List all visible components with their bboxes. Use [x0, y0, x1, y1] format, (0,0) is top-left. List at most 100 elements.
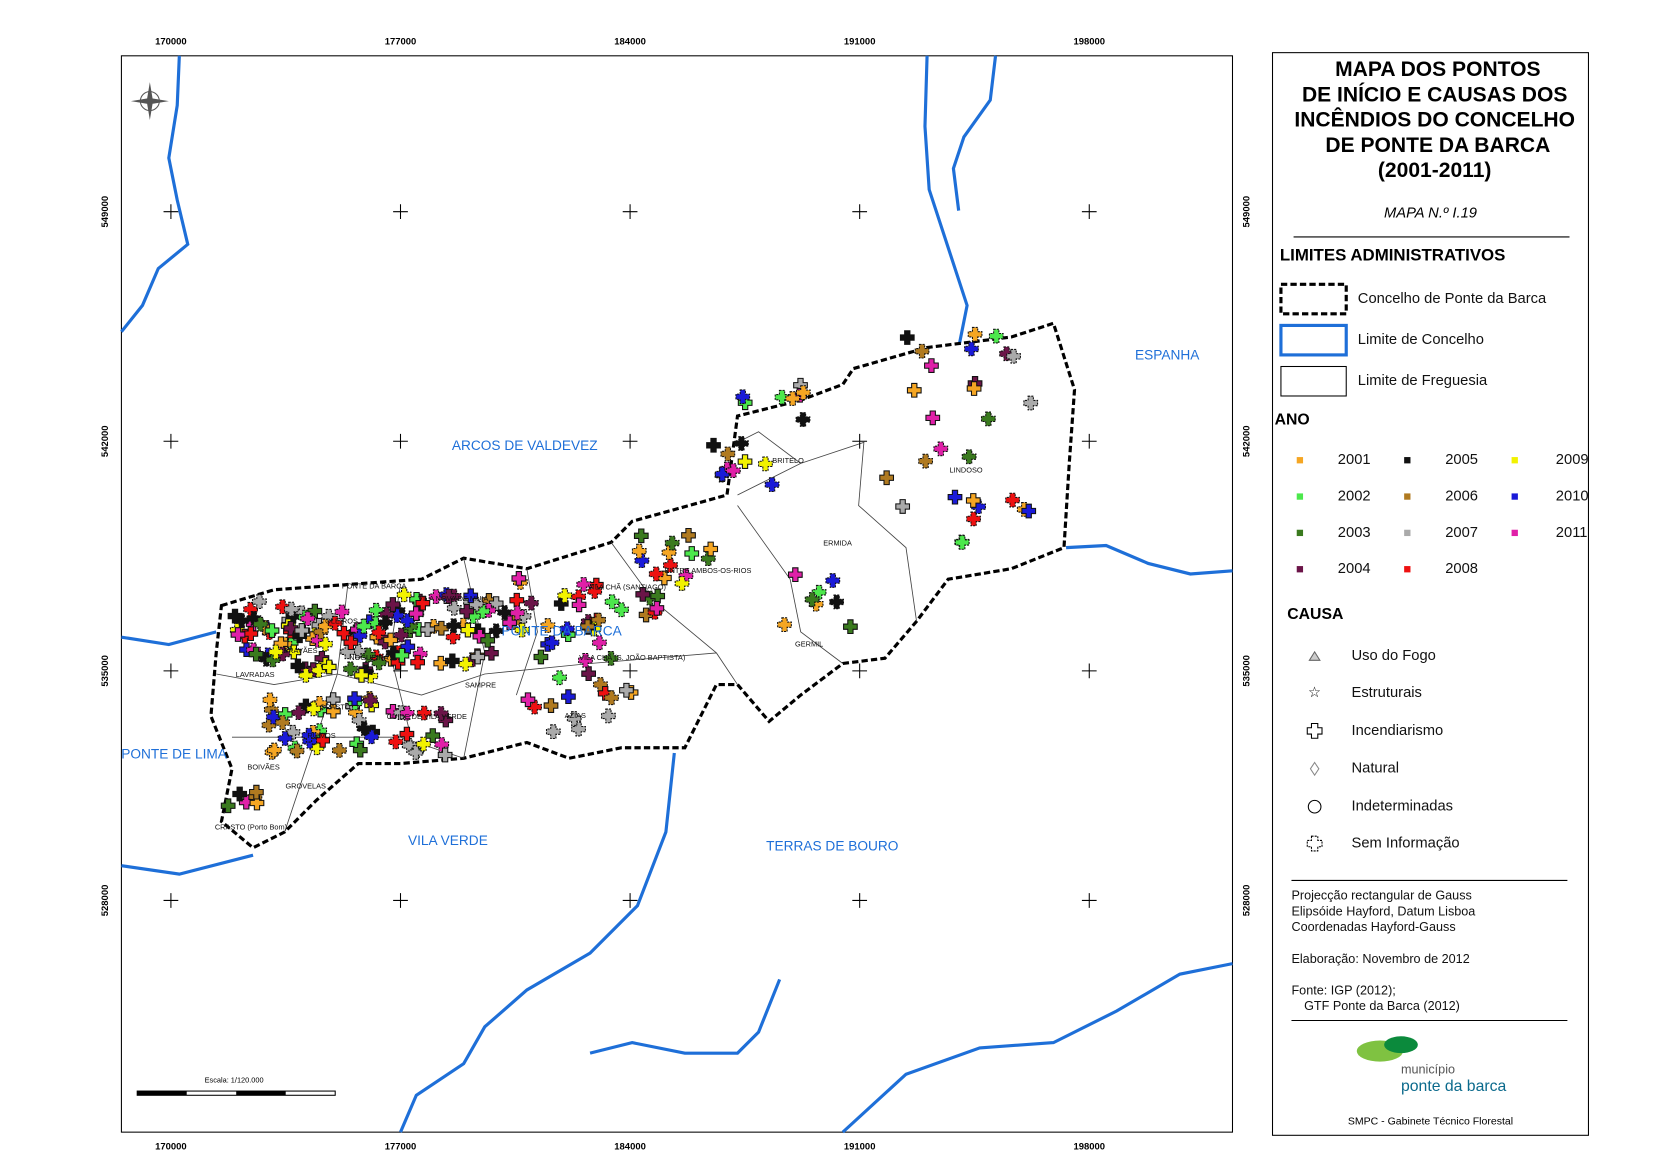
scale-bar-segment	[236, 1091, 286, 1096]
fire-point	[249, 784, 264, 800]
icon-natural	[1309, 761, 1320, 777]
fire-points	[220, 326, 1039, 814]
fire-point	[811, 584, 827, 600]
icon-sem-informacao	[1306, 835, 1323, 852]
fire-point	[385, 645, 401, 661]
fire-point	[289, 743, 305, 759]
fire-point	[777, 617, 792, 633]
grid-cross	[1081, 204, 1097, 220]
fire-point	[663, 557, 678, 573]
fire-point	[230, 627, 246, 642]
fire-point	[301, 727, 317, 743]
section-heading: CAUSA	[1287, 606, 1343, 623]
grid-cross	[622, 663, 638, 679]
fire-point	[1005, 492, 1020, 508]
fire-point	[285, 609, 301, 625]
region-label: ARCOS DE VALDEVEZ	[452, 438, 598, 453]
fire-point	[249, 795, 265, 811]
fire-point	[393, 627, 409, 643]
fire-point	[734, 436, 749, 451]
river	[121, 853, 254, 876]
parish-line	[737, 505, 844, 664]
parish-label: OLEIROS	[325, 616, 358, 625]
fire-point	[379, 607, 395, 622]
fire-point	[557, 588, 573, 603]
fire-point	[674, 576, 690, 591]
fire-point	[774, 389, 790, 405]
fire-point	[488, 623, 504, 639]
fire-point	[787, 567, 803, 583]
fire-point	[795, 385, 811, 400]
x-coord-label: 198000	[1073, 37, 1105, 48]
year-label: 2002	[1338, 488, 1371, 504]
fire-point	[540, 618, 556, 633]
fire-point	[561, 689, 576, 705]
fire-point	[825, 573, 841, 588]
fire-point	[243, 601, 258, 617]
fire-point	[470, 649, 486, 665]
title-line: DE PONTE DA BARCA	[1325, 134, 1550, 157]
legend-label: Estruturais	[1351, 685, 1421, 701]
legend-label: Concelho de Ponte da Barca	[1358, 291, 1547, 307]
region-label: VILA VERDE	[408, 833, 488, 848]
fire-point	[1006, 348, 1021, 364]
fire-point	[1023, 395, 1039, 411]
river	[121, 630, 217, 647]
fire-point	[714, 466, 730, 482]
fire-point	[368, 616, 384, 632]
fire-point	[967, 326, 983, 342]
parish-label: BOIVÃES	[247, 763, 279, 772]
fire-point	[400, 639, 416, 655]
fire-point	[516, 608, 532, 624]
icon-incendiarismo	[1306, 722, 1323, 739]
icon-indeterminadas	[1307, 799, 1322, 814]
grid-cross	[393, 663, 408, 679]
fire-point	[388, 734, 404, 750]
fire-point	[400, 613, 415, 628]
parish-label: NOGUEIRA	[349, 653, 388, 662]
year-label: 2001	[1338, 452, 1371, 468]
legend-label: Natural	[1351, 761, 1399, 777]
parish-label: ENTRE AMBOS-OS-RIOS	[665, 566, 752, 575]
fire-point	[603, 651, 619, 666]
parish-label: SAMPRE	[465, 681, 496, 690]
fire-point	[604, 594, 620, 610]
compass	[130, 82, 169, 121]
map-number: MAPA N.º I.19	[1384, 206, 1477, 222]
fire-point	[354, 668, 369, 683]
legend-label: Indeterminadas	[1351, 799, 1453, 815]
year-label: 2011	[1556, 525, 1588, 541]
fire-point	[234, 613, 250, 629]
fire-point	[266, 709, 281, 725]
fire-point	[264, 623, 280, 638]
parish-label: LAVRADAS	[236, 670, 275, 679]
title-line: (2001-2011)	[1378, 159, 1492, 182]
fire-point	[559, 621, 575, 637]
fire-point	[441, 588, 457, 604]
logo-small: município	[1401, 1062, 1455, 1076]
grid-cross	[393, 893, 408, 908]
parish-label: GROVELAS	[285, 782, 326, 791]
fire-point	[592, 635, 607, 651]
fire-point	[895, 499, 911, 514]
year-swatch	[1511, 457, 1518, 464]
region-label: ESPANHA	[1135, 348, 1200, 363]
year-swatch	[1296, 493, 1304, 500]
fire-point	[664, 535, 680, 551]
grid-cross	[163, 204, 179, 220]
fire-point	[1021, 503, 1037, 519]
parish-line	[737, 441, 917, 622]
fire-point	[758, 456, 773, 472]
note: Projecção rectangular de Gauss	[1291, 889, 1471, 903]
fire-point	[580, 619, 595, 634]
fire-point	[906, 382, 922, 398]
fire-point	[545, 724, 561, 740]
grid-cross	[163, 663, 179, 679]
year-legend: 2001 2002 2003 2004 2005 2006 2007 2008 2009 2010…	[1296, 452, 1589, 577]
grid-cross	[852, 893, 868, 908]
year-label: 2010	[1556, 488, 1589, 504]
fire-point	[879, 470, 895, 486]
fire-point	[966, 381, 982, 396]
fire-point	[966, 511, 981, 527]
fire-point	[619, 682, 634, 698]
